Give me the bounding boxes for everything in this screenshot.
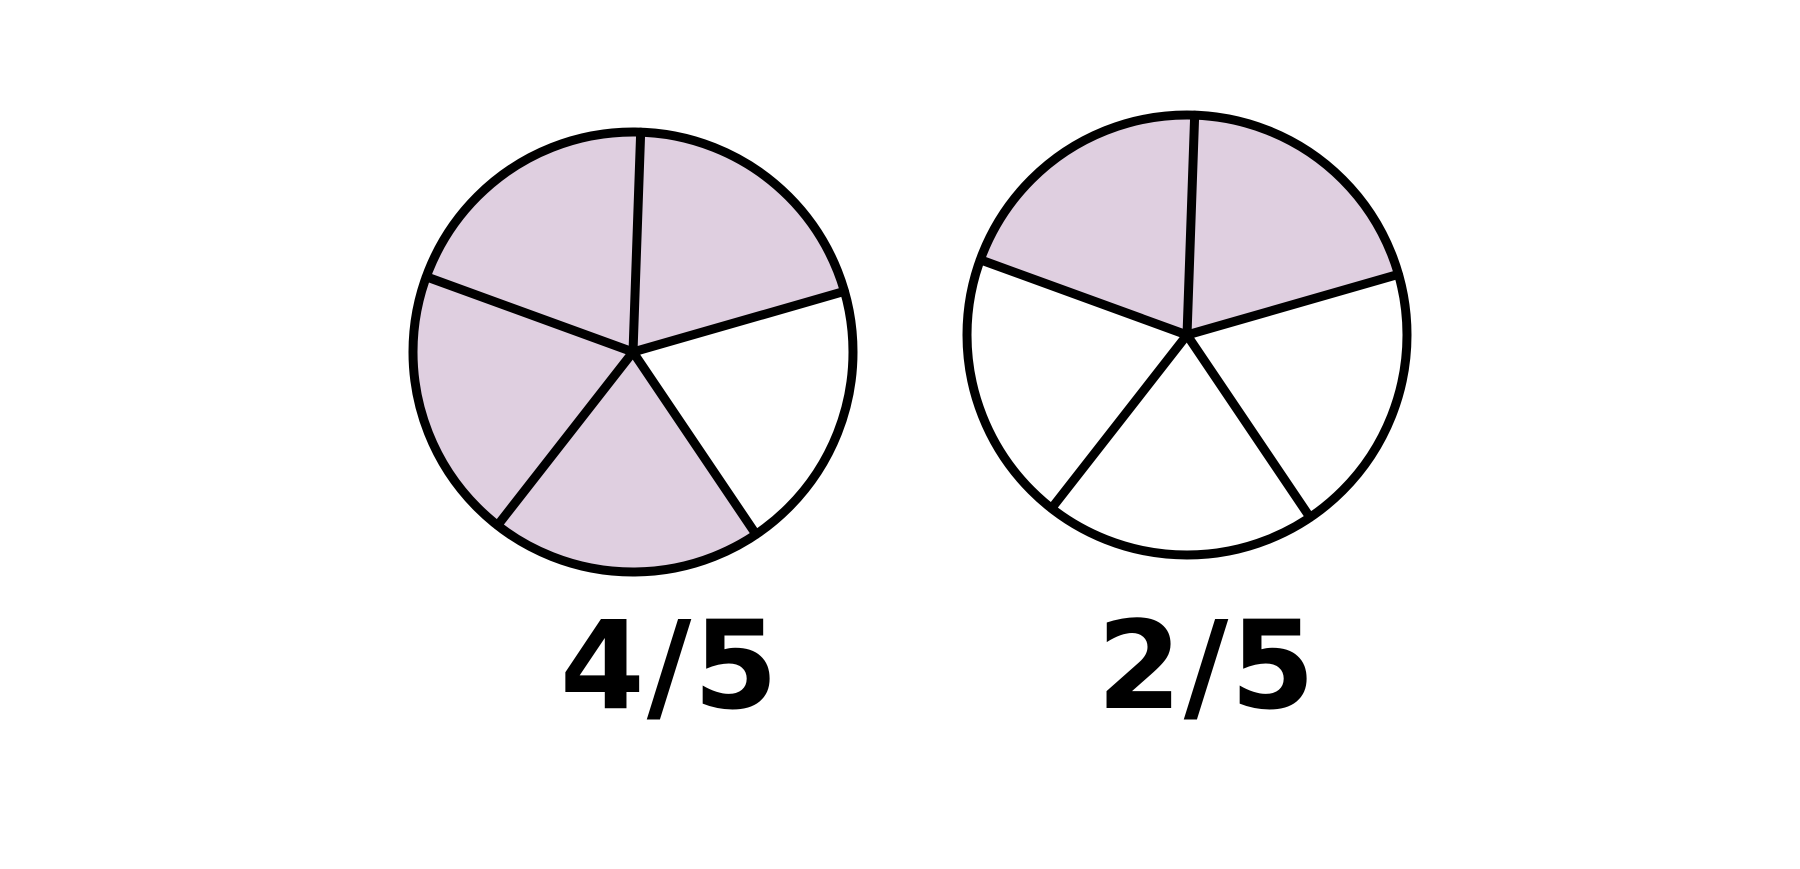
sector-divider-line <box>975 255 1192 340</box>
sector-divider-line <box>628 127 646 357</box>
shaded-sector <box>426 131 641 352</box>
shaded-sector <box>497 352 757 573</box>
unshaded-sector <box>633 291 854 535</box>
fraction-circle-two-fifths <box>962 110 1412 560</box>
sector-divider-line <box>421 272 638 357</box>
sector-divider-line <box>1182 269 1403 340</box>
sector-divider-line <box>1182 110 1200 340</box>
unshaded-sector <box>967 259 1187 509</box>
unshaded-sector <box>1187 274 1408 518</box>
fraction-label-four-fifths: 4/5 <box>559 595 781 737</box>
fraction-circle-four-fifths <box>408 127 858 577</box>
fraction-label-two-fifths: 2/5 <box>1096 595 1318 737</box>
sector-divider-line <box>628 286 849 357</box>
shaded-sector <box>980 114 1195 335</box>
shaded-sector <box>633 132 845 352</box>
circle-outline <box>962 110 1412 560</box>
shaded-sector <box>1187 115 1399 335</box>
sector-divider-line <box>1047 330 1192 513</box>
sector-divider-line <box>1182 330 1315 522</box>
circle-outline <box>408 127 858 577</box>
sector-divider-line <box>493 347 638 530</box>
sector-divider-line <box>628 347 761 539</box>
unshaded-sector <box>1051 335 1311 556</box>
shaded-sector <box>413 276 633 526</box>
